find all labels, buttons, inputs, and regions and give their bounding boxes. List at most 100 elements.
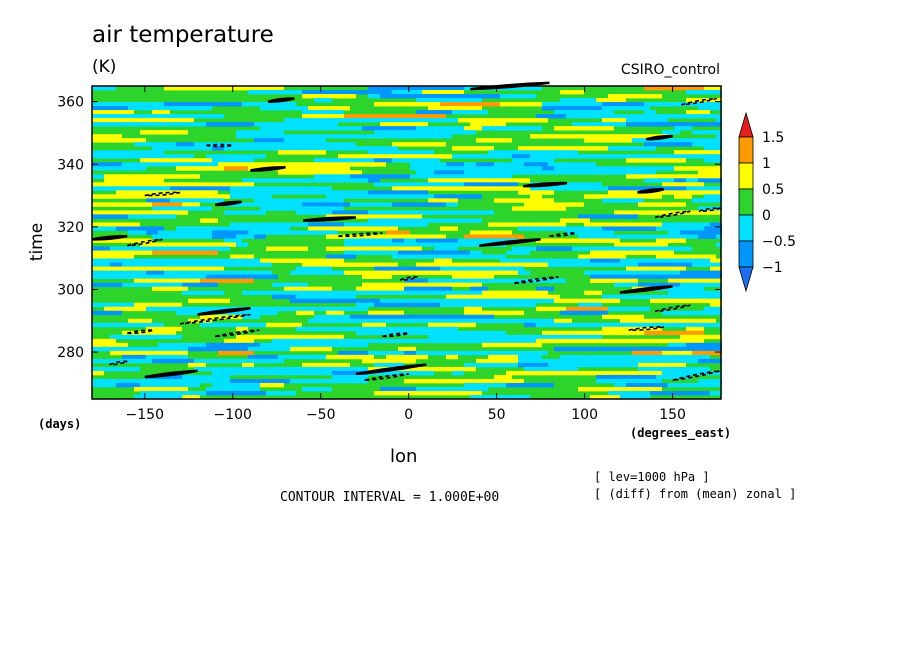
field-cell xyxy=(140,202,152,207)
field-cell xyxy=(692,142,722,147)
field-cell xyxy=(482,126,542,131)
field-cell xyxy=(608,186,644,191)
contour-interval: CONTOUR INTERVAL = 1.000E+00 xyxy=(280,490,500,505)
field-cell xyxy=(182,274,206,280)
field-cell xyxy=(422,370,434,376)
field-cell xyxy=(362,282,422,288)
field-cell xyxy=(668,154,722,159)
field-cell xyxy=(206,358,248,364)
field-cell xyxy=(266,322,302,328)
field-cell xyxy=(614,166,674,171)
field-cell xyxy=(188,86,236,91)
field-cell xyxy=(218,102,242,107)
field-cell xyxy=(380,226,398,231)
field-cell xyxy=(548,162,596,167)
field-cell xyxy=(698,358,722,364)
field-cell xyxy=(464,210,494,215)
field-cell xyxy=(524,366,578,372)
contour-negative xyxy=(681,97,717,106)
field-cell xyxy=(146,270,164,276)
field-cell xyxy=(272,282,308,288)
field-cell xyxy=(194,358,206,364)
field-cell xyxy=(284,118,338,123)
field-cell xyxy=(464,182,518,187)
field-cell xyxy=(710,266,722,271)
field-cell xyxy=(470,230,512,235)
field-cell xyxy=(260,206,290,211)
field-cell xyxy=(638,118,668,123)
field-cell xyxy=(344,238,368,243)
field-cell xyxy=(590,322,632,328)
field-cell xyxy=(716,186,722,191)
field-cell xyxy=(680,190,722,195)
field-cell xyxy=(92,182,140,187)
field-cell xyxy=(602,294,656,300)
field-cell xyxy=(356,330,410,336)
field-cell xyxy=(284,286,332,292)
field-cell xyxy=(560,218,578,223)
field-cell xyxy=(404,142,434,147)
field-cell xyxy=(446,166,494,171)
field-cell xyxy=(308,338,368,344)
field-cell xyxy=(368,178,380,183)
field-cell xyxy=(392,158,440,163)
field-cell xyxy=(200,322,230,328)
field-cell xyxy=(674,166,722,171)
field-cell xyxy=(440,226,458,231)
field-cell xyxy=(140,390,152,396)
field-cell xyxy=(146,374,182,380)
field-cell xyxy=(428,178,482,183)
field-cell xyxy=(176,378,230,384)
field-cell xyxy=(446,162,464,167)
field-cell xyxy=(236,130,284,135)
field-cell xyxy=(446,294,500,300)
field-cell xyxy=(692,182,704,187)
field-cell xyxy=(332,370,368,376)
field-cell xyxy=(452,254,506,259)
field-cell xyxy=(626,158,686,163)
field-cell xyxy=(530,354,542,360)
field-cell xyxy=(338,350,368,356)
field-cell xyxy=(434,290,482,296)
field-cell xyxy=(380,94,398,99)
field-cell xyxy=(668,342,686,348)
field-cell xyxy=(344,270,398,276)
field-cell xyxy=(344,222,386,227)
field-cell xyxy=(320,366,368,372)
field-cell xyxy=(290,270,344,276)
field-cell xyxy=(140,382,200,388)
field-cell xyxy=(122,334,182,340)
colorbar-min-arrow xyxy=(738,266,754,293)
field-cell xyxy=(92,110,134,115)
field-cell xyxy=(206,274,254,280)
y-axis-ticks: 280 300 320 340 360 xyxy=(57,95,721,361)
field-cell xyxy=(602,226,656,231)
field-cell xyxy=(500,294,560,300)
field-cell xyxy=(116,382,140,388)
field-cell xyxy=(134,278,182,284)
field-cell xyxy=(590,394,620,400)
field-cell xyxy=(386,222,428,227)
field-cell xyxy=(698,222,710,227)
field-cell xyxy=(458,238,500,243)
field-cell xyxy=(212,230,248,235)
field-cell xyxy=(278,122,338,127)
field-cell xyxy=(152,174,200,179)
field-cell xyxy=(290,186,332,191)
field-cell xyxy=(278,150,326,155)
field-cell xyxy=(368,190,428,195)
field-cell xyxy=(380,234,404,239)
field-cell xyxy=(332,210,368,215)
field-cell xyxy=(464,382,506,388)
field-cell xyxy=(698,366,710,372)
field-cell xyxy=(428,278,458,284)
field-cell xyxy=(578,218,590,223)
field-cell xyxy=(638,282,680,288)
field-cell xyxy=(212,146,224,151)
field-cell xyxy=(224,338,254,344)
field-cell xyxy=(92,162,122,167)
field-cell xyxy=(446,202,458,207)
field-cell xyxy=(416,98,458,103)
field-cell xyxy=(140,358,152,364)
field-cell xyxy=(92,202,140,207)
